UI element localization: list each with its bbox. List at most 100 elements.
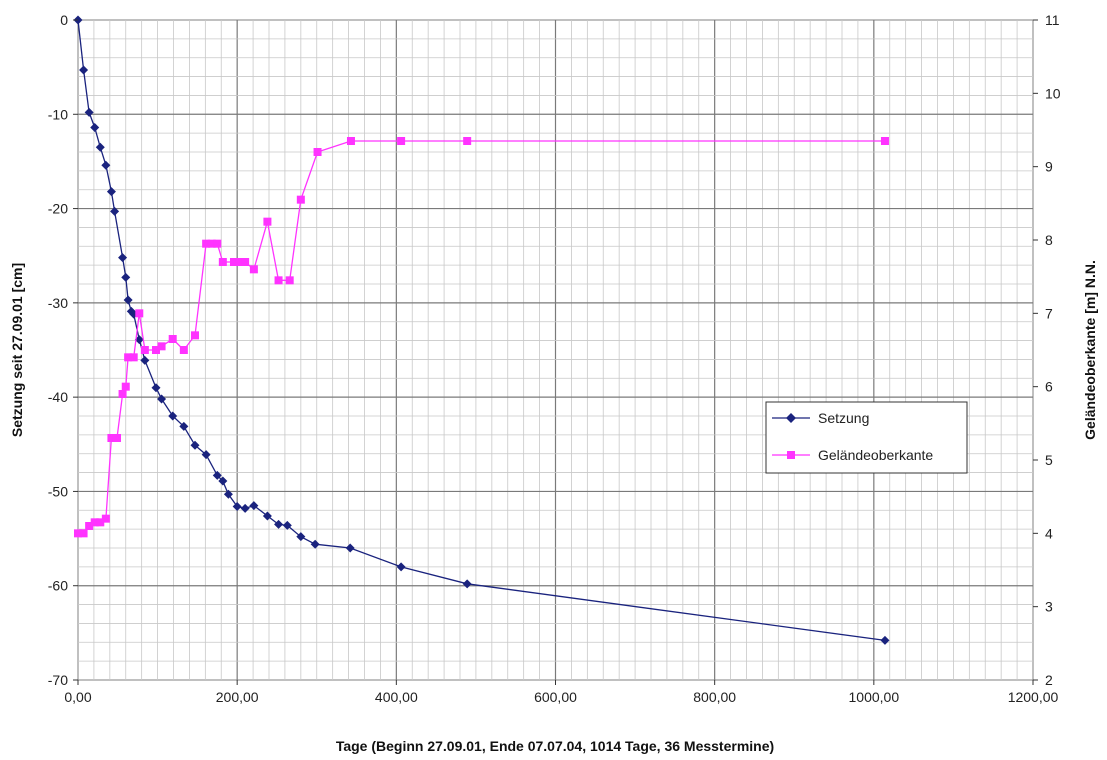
- data-point-setzung: [296, 532, 306, 542]
- y2-tick-label: 4: [1045, 525, 1053, 541]
- y2-tick-label: 2: [1045, 672, 1053, 688]
- data-point-gelaende: [151, 346, 160, 354]
- x-tick-label: 200,00: [216, 689, 259, 705]
- data-point-gelaende: [241, 258, 250, 266]
- data-point-gelaende: [218, 258, 227, 266]
- x-tick-label: 0,00: [64, 689, 91, 705]
- data-point-setzung: [151, 383, 161, 393]
- y-tick-label: -70: [48, 672, 68, 688]
- series-line-gelaende: [78, 140, 885, 534]
- y-tick-label: -20: [48, 201, 68, 217]
- data-point-gelaende: [96, 518, 105, 527]
- y2-tick-label: 9: [1045, 159, 1053, 175]
- y2-tick-label: 6: [1045, 379, 1053, 395]
- data-point-setzung: [157, 394, 167, 404]
- y-tick-label: -60: [48, 578, 68, 594]
- data-point-gelaende: [107, 434, 116, 442]
- y2-tick-label: 8: [1045, 232, 1053, 248]
- legend-marker-setzung: [786, 413, 796, 423]
- grid: [78, 20, 1033, 680]
- data-point-gelaende: [463, 137, 472, 145]
- data-point-setzung: [121, 272, 131, 282]
- y-axis-ticks: 0 -10 -20 -30 -40 -50 -60 -70: [48, 12, 78, 688]
- y-tick-label: -10: [48, 106, 68, 122]
- data-point-setzung: [462, 579, 472, 589]
- series-layer: [73, 15, 890, 645]
- data-point-gelaende: [235, 258, 244, 266]
- data-point-setzung: [274, 519, 284, 529]
- data-point-gelaende: [313, 148, 322, 156]
- y2-tick-label: 10: [1045, 85, 1061, 101]
- data-point-gelaende: [168, 335, 177, 343]
- data-point-gelaende: [274, 276, 283, 285]
- data-point-gelaende: [101, 514, 110, 523]
- x-tick-label: 400,00: [375, 689, 418, 705]
- data-point-gelaende: [296, 195, 305, 204]
- data-point-setzung: [223, 489, 233, 499]
- data-point-gelaende: [397, 137, 406, 145]
- x-axis-title: Tage (Beginn 27.09.01, Ende 07.07.04, 10…: [336, 738, 774, 754]
- data-point-setzung: [218, 476, 228, 486]
- x-tick-label: 600,00: [534, 689, 577, 705]
- legend-label-setzung: Setzung: [818, 410, 869, 426]
- data-point-gelaende: [880, 137, 889, 145]
- data-point-setzung: [396, 562, 406, 572]
- data-point-setzung: [179, 421, 189, 431]
- x-tick-label: 800,00: [693, 689, 736, 705]
- data-point-gelaende: [285, 276, 294, 285]
- data-point-gelaende: [129, 353, 138, 362]
- data-point-gelaende: [85, 522, 94, 530]
- data-point-gelaende: [249, 265, 258, 274]
- legend-box: [765, 401, 968, 474]
- data-point-setzung: [110, 206, 120, 216]
- y2-axis-ticks: 11 10 9 8 7 6 5 4 3 2: [1033, 12, 1061, 688]
- data-point-gelaende: [157, 342, 166, 351]
- y-axis-title: Setzung seit 27.09.01 [cm]: [9, 263, 25, 437]
- data-point-setzung: [212, 470, 222, 480]
- data-point-gelaende: [213, 239, 222, 248]
- y-tick-label: -30: [48, 295, 68, 311]
- data-point-gelaende: [121, 382, 130, 391]
- data-point-gelaende: [263, 217, 272, 226]
- y2-tick-label: 3: [1045, 599, 1053, 615]
- data-point-setzung: [262, 511, 272, 521]
- data-point-setzung: [282, 520, 292, 530]
- data-point-setzung: [118, 253, 128, 263]
- data-point-setzung: [232, 502, 242, 512]
- data-point-setzung: [95, 142, 105, 152]
- data-point-setzung: [134, 335, 144, 345]
- data-point-gelaende: [229, 258, 238, 266]
- data-point-setzung: [880, 635, 890, 645]
- x-axis-ticks: 0,00 200,00 400,00 600,00 800,00 1000,00 1200,…: [64, 680, 1059, 705]
- data-point-gelaende: [90, 518, 99, 527]
- data-point-setzung: [106, 187, 116, 197]
- x-tick-label: 1000,00: [849, 689, 900, 705]
- y-tick-label: -50: [48, 483, 68, 499]
- legend: Setzung Geländeoberkante: [765, 401, 968, 474]
- data-point-gelaende: [346, 137, 355, 145]
- data-point-setzung: [310, 539, 320, 549]
- y-tick-label: -40: [48, 389, 68, 405]
- data-point-gelaende: [118, 390, 127, 398]
- data-point-gelaende: [207, 239, 216, 248]
- data-point-gelaende: [135, 309, 144, 318]
- y-tick-label: 0: [60, 12, 68, 28]
- data-point-setzung: [140, 355, 150, 365]
- y2-tick-label: 5: [1045, 452, 1053, 468]
- data-point-gelaende: [124, 353, 133, 362]
- data-point-gelaende: [202, 239, 211, 248]
- data-point-gelaende: [74, 529, 82, 538]
- data-point-setzung: [79, 65, 89, 75]
- y2-tick-label: 11: [1045, 12, 1060, 28]
- data-point-gelaende: [112, 434, 121, 442]
- data-point-setzung: [84, 107, 94, 117]
- data-point-setzung: [240, 503, 250, 513]
- y2-axis-title: Geländeoberkante [m] N.N.: [1082, 260, 1098, 440]
- y2-tick-label: 7: [1045, 305, 1053, 321]
- legend-marker-gelaende: [787, 451, 795, 459]
- data-point-setzung: [345, 543, 355, 553]
- data-point-gelaende: [179, 346, 188, 354]
- data-point-setzung: [190, 440, 200, 450]
